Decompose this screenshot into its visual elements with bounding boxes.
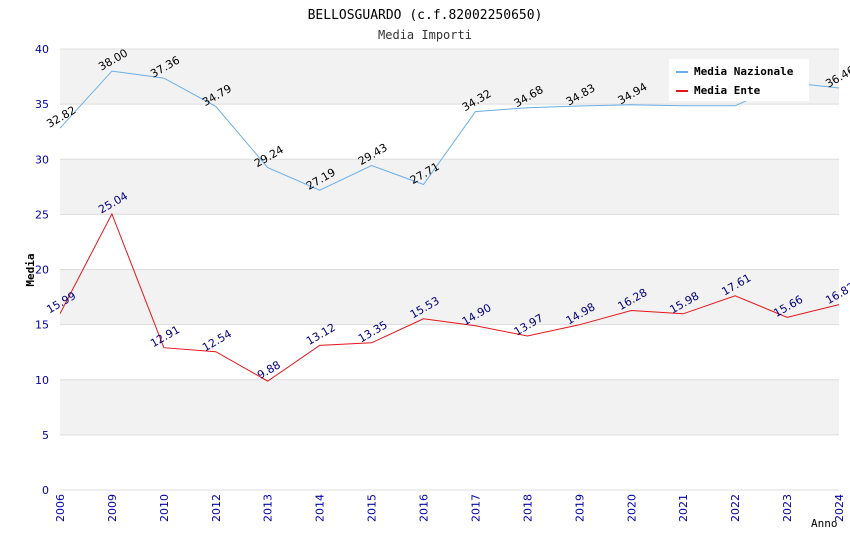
x-tick-label: 2017 [469,494,482,522]
x-tick-label: 2021 [677,494,690,522]
series-line-media-ente [59,212,840,382]
y-tick-label: 15 [35,319,49,332]
y-tick-label: 20 [35,264,49,277]
x-tick-label: 2016 [418,494,431,522]
y-axis-ticks: 0 5 10 15 20 25 30 35 40 [35,43,49,497]
x-tick-label: 2022 [729,494,742,522]
grid-lines [60,48,839,491]
x-tick-label: 2006 [54,494,67,522]
x-tick-label: 2020 [625,494,638,522]
x-tick-label: 2018 [521,494,534,522]
chart-title: BELLOSGUARDO (c.f.82002250650) [308,8,543,23]
y-tick-label: 0 [42,484,49,497]
legend-box [669,59,809,101]
y-tick-label: 10 [35,374,49,387]
y-axis-label: Media [24,253,37,286]
background-band [60,379,839,435]
x-tick-label: 2015 [366,494,379,522]
x-tick-label: 2010 [158,494,171,522]
x-tick-label: 2019 [573,494,586,522]
x-tick-label: 2013 [262,494,275,522]
x-tick-label: 2012 [210,494,223,522]
legend: Media Nazionale Media Ente [669,59,809,101]
y-tick-label: 40 [35,43,49,56]
x-tick-label: 2009 [106,494,119,522]
series-line-media-nazionale [59,70,840,191]
x-tick-label: 2024 [833,494,846,522]
chart-subtitle: Media Importi [378,28,472,42]
background-band [60,269,839,325]
data-label: 12.91 [148,323,182,350]
legend-label-media-nazionale: Media Nazionale [694,65,794,78]
series-layer [59,70,840,382]
data-label: 12.54 [200,327,234,354]
plot-background-bands [60,49,839,435]
data-label: 9.88 [255,358,283,382]
x-axis-ticks: 2006 2009 2010 2012 2013 2014 2015 2016 2017 2018… [54,494,846,522]
y-tick-label: 30 [35,153,49,166]
y-tick-label: 5 [42,429,49,442]
x-tick-label: 2014 [314,494,327,522]
legend-label-media-ente: Media Ente [694,84,761,97]
y-tick-label: 35 [35,98,49,111]
background-band [60,159,839,215]
x-axis-label: Anno [811,517,838,530]
x-tick-label: 2023 [781,494,794,522]
y-tick-label: 25 [35,208,49,221]
